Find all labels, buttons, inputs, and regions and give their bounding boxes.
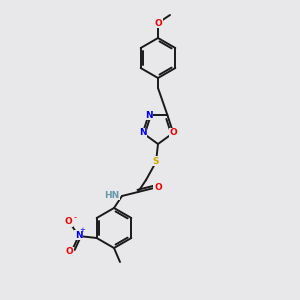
Text: -: - — [73, 214, 76, 223]
Text: O: O — [169, 128, 177, 137]
Text: O: O — [154, 19, 162, 28]
Text: O: O — [154, 184, 162, 193]
Text: O: O — [66, 248, 74, 256]
Text: N: N — [145, 111, 152, 120]
Text: N: N — [139, 128, 147, 137]
Text: HN: HN — [104, 190, 119, 200]
Text: O: O — [65, 218, 73, 226]
Text: S: S — [153, 157, 159, 166]
Text: N: N — [75, 230, 82, 239]
Text: +: + — [80, 227, 86, 233]
